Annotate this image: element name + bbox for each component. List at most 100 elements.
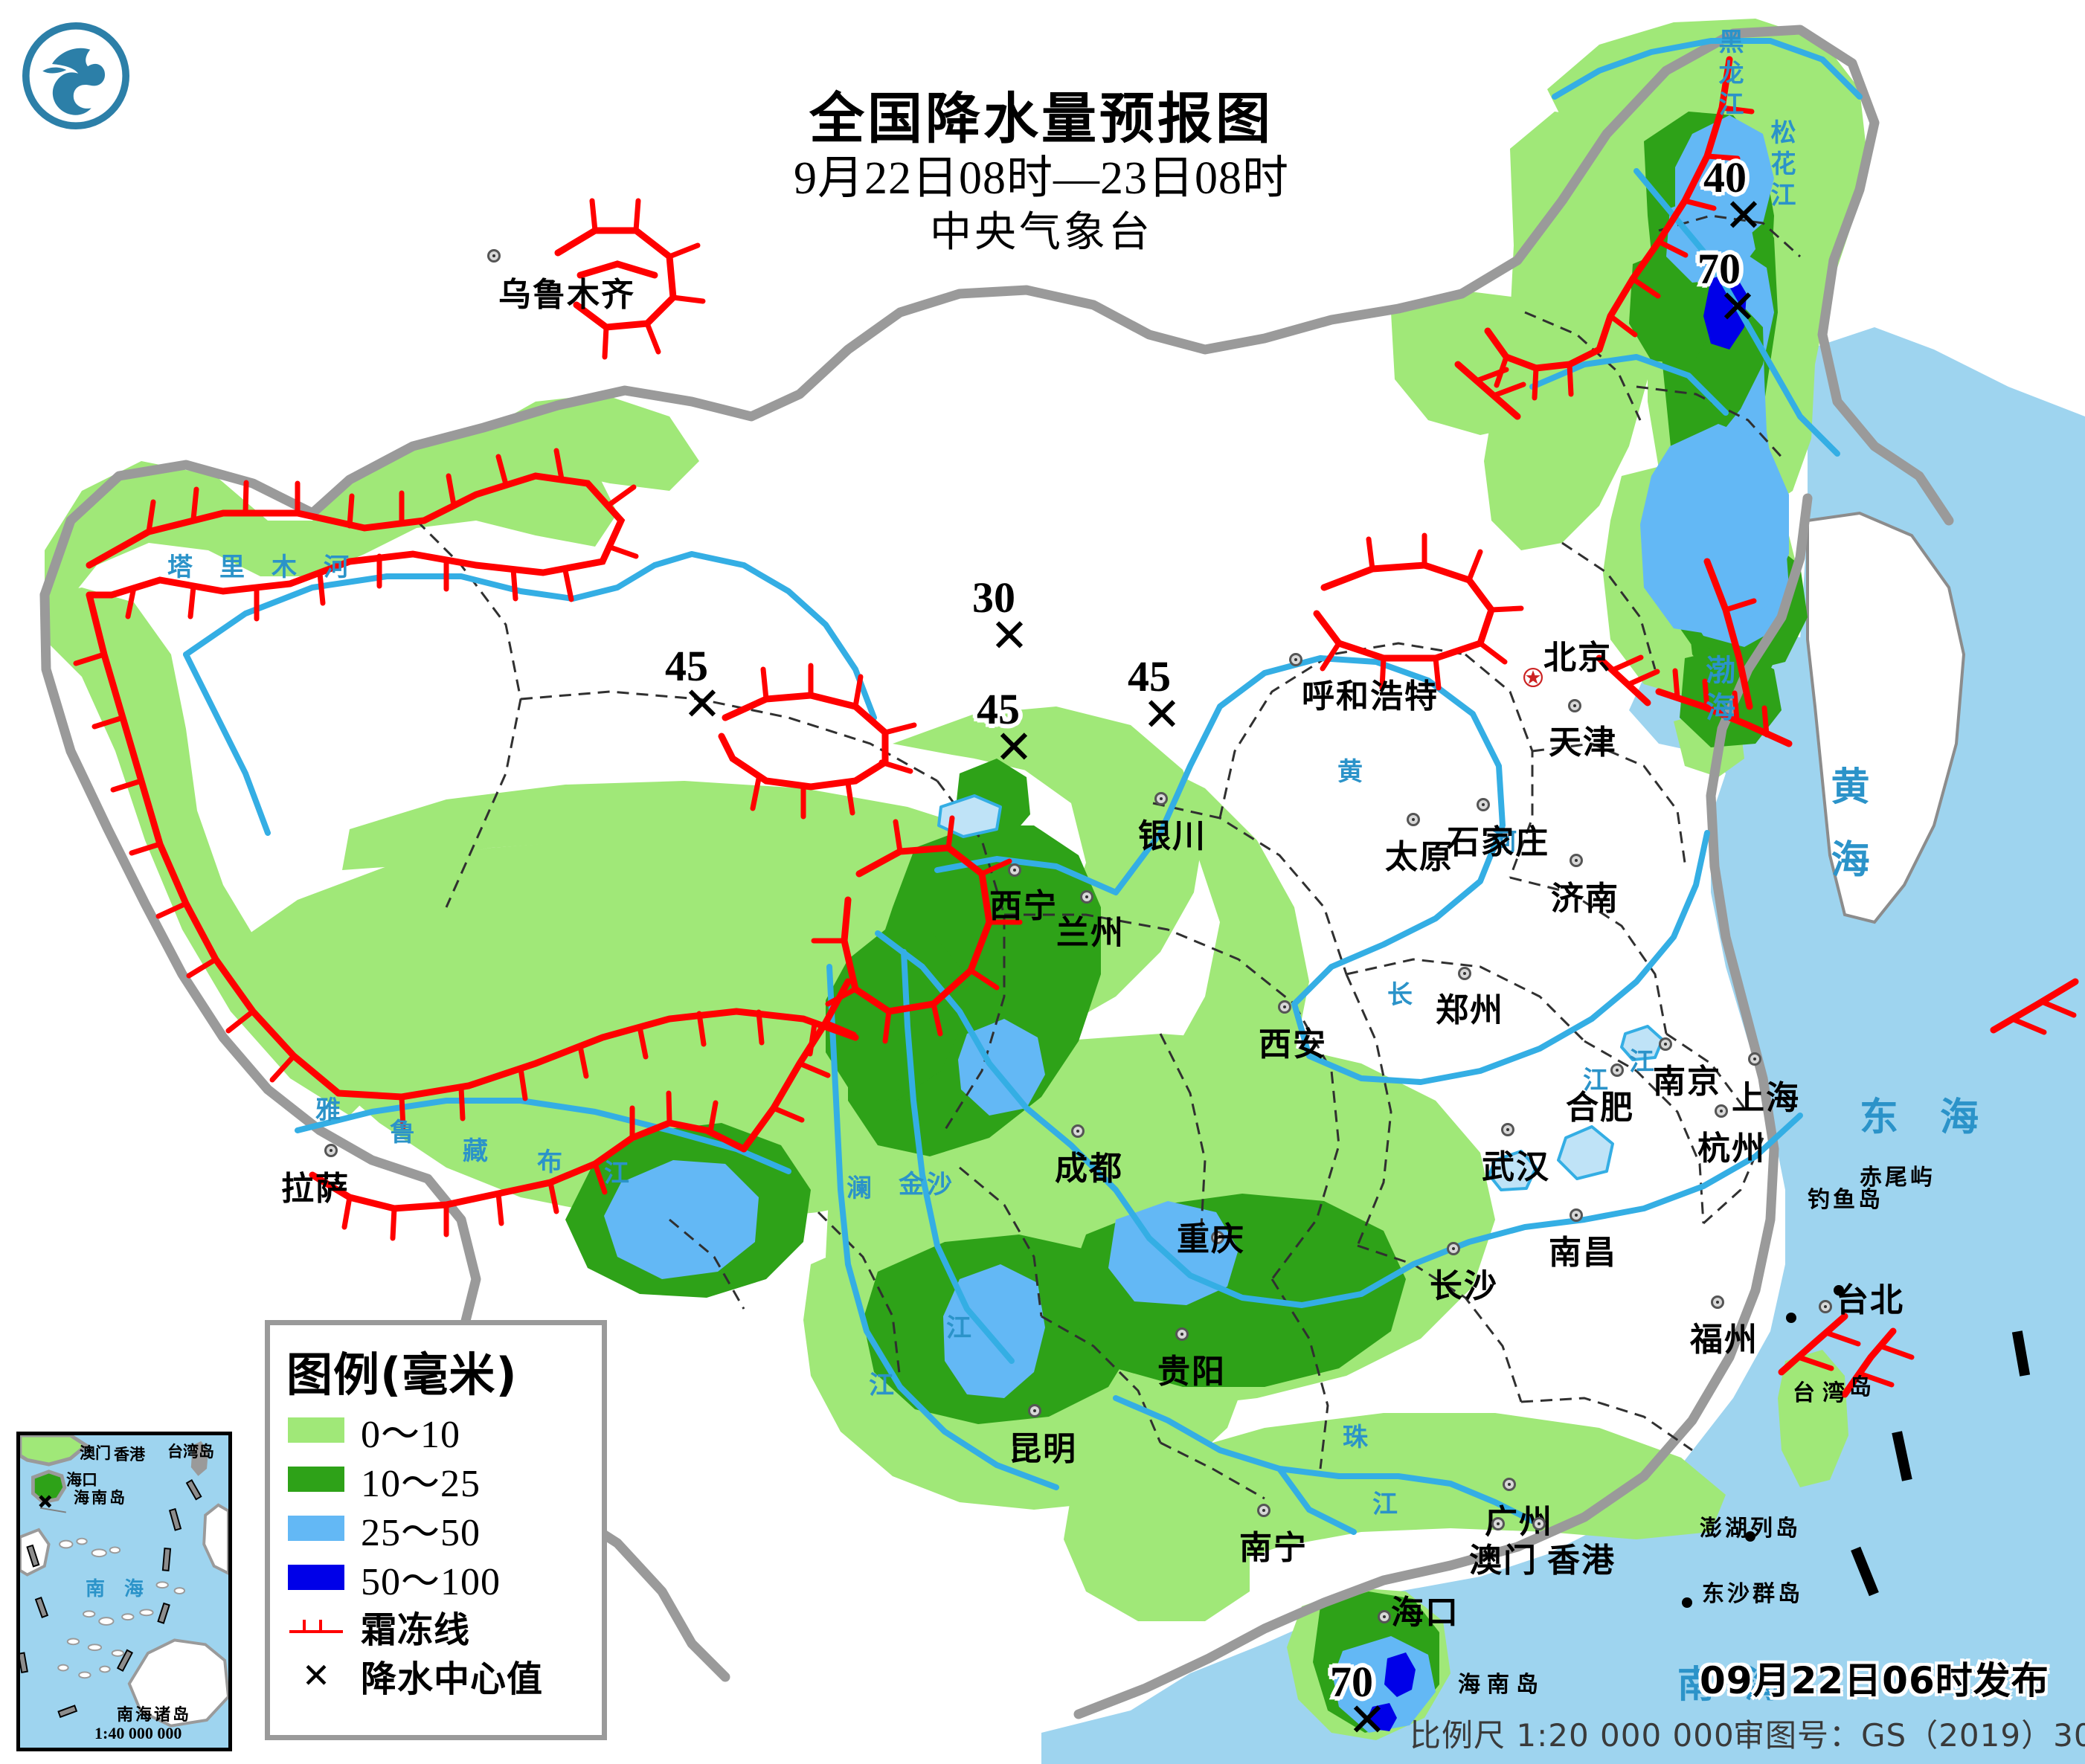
legend-label-precip-center: 降水中心值: [361, 1658, 544, 1700]
legend-row-precip-center: ✕ 降水中心值: [288, 1651, 602, 1700]
precip-center-heilongjiang: 40 ✕: [1700, 150, 1763, 239]
island-label-dongsha: 东沙群岛: [1702, 1581, 1803, 1607]
city-label-yinchuan: 银川: [1138, 817, 1207, 855]
precip-center-value: 45: [1125, 649, 1175, 704]
precip-center-qinghai: 30 ✕: [969, 570, 1029, 659]
city-label-changsha: 长沙: [1430, 1267, 1498, 1305]
river-label-songhua: 松花江: [1766, 119, 1796, 213]
city-label-lanzhou: 兰州: [1056, 914, 1125, 952]
city-dot-macau: [1491, 1517, 1505, 1530]
map-title: 全国降水量预报图: [809, 89, 1273, 150]
legend-label-frost-line: 霜冻线: [361, 1609, 471, 1651]
legend-label-0-10: 0～10: [361, 1413, 461, 1456]
legend-swatch-50-100: [288, 1565, 344, 1590]
city-label-taiyuan: 太原: [1385, 838, 1453, 876]
city-label-shijiazhuang: 石家庄: [1447, 823, 1549, 861]
city-label-nanchang: 南昌: [1549, 1234, 1617, 1272]
precip-center-x-icon: ✕: [1143, 687, 1181, 741]
precip-center-value: 70: [1327, 1655, 1377, 1710]
city-label-zhengzhou: 郑州: [1436, 991, 1504, 1029]
precip-center-x-icon: ✕: [1724, 188, 1763, 242]
city-label-hohhot: 呼和浩特: [1302, 677, 1439, 715]
inset-label-south-china-sea: 南海: [86, 1578, 164, 1600]
city-dot-yinchuan: [1154, 792, 1168, 805]
legend-row-0-10: 0～10: [288, 1406, 602, 1456]
city-dot-changsha: [1447, 1242, 1460, 1255]
map-scale: 比例尺 1:20 000 000: [1410, 1717, 1735, 1754]
legend-swatch-10-25: [288, 1467, 344, 1492]
city-label-hangzhou: 杭州: [1697, 1130, 1766, 1168]
river-label-jinsha: 金沙: [899, 1170, 955, 1200]
legend-swatch-0-10: [288, 1417, 344, 1443]
river-label-yarlung-3: 藏: [463, 1136, 491, 1166]
approval-number: 审图号：GS（2019）3082号: [1733, 1717, 2085, 1754]
city-label-tianjin: 天津: [1549, 724, 1617, 762]
city-dot-xining: [1008, 863, 1021, 877]
frost-line-icon: [289, 1620, 343, 1633]
city-dot-shijiazhuang: [1477, 798, 1490, 811]
south-china-sea-inset: 澳门 香港 台湾岛 海口 海南岛 南海 南海诸岛 1:40 000 000: [16, 1432, 232, 1751]
river-label-yellow-2: 河: [1491, 828, 1520, 857]
city-dot-guiyang: [1175, 1327, 1189, 1341]
city-dot-fuzhou: [1711, 1295, 1724, 1309]
city-dot-zhengzhou: [1458, 967, 1471, 980]
city-label-xian: 西安: [1259, 1026, 1327, 1063]
city-dot-chongqing: [1211, 1231, 1224, 1244]
city-label-guiyang: 贵阳: [1157, 1353, 1226, 1391]
city-dot-chengdu: [1071, 1124, 1085, 1138]
capital-star-beijing: [1523, 668, 1543, 687]
city-dot-nanning: [1257, 1504, 1270, 1517]
city-label-hefei: 合肥: [1566, 1089, 1634, 1127]
issue-time: 09月22日06时发布: [1700, 1659, 2049, 1702]
precip-center-value: 45: [974, 682, 1024, 737]
legend-swatch-25-50: [288, 1516, 344, 1541]
precip-center-value: 45: [662, 639, 712, 694]
city-label-macau: 澳门: [1469, 1542, 1538, 1580]
inset-graphics: [20, 1435, 228, 1728]
city-dot-jinan: [1570, 854, 1583, 867]
forecast-period: 9月22日08时—23日08时: [793, 152, 1289, 204]
river-label-yarlung-5: 江: [604, 1159, 632, 1188]
river-label-jinsha-2: 江: [946, 1313, 974, 1343]
city-dot-taipei: [1819, 1300, 1832, 1313]
cma-dragon-logo: [22, 22, 129, 129]
precip-band-25-50: [604, 115, 1789, 1733]
river-label-tarim: 塔里木河: [167, 553, 376, 582]
island-label-penghu: 澎湖列岛: [1700, 1516, 1801, 1542]
river-label-heilongjiang: 黑龙江: [1714, 28, 1744, 122]
precip-band-50-100: [1367, 271, 1747, 1731]
city-label-fuzhou: 福州: [1690, 1321, 1758, 1359]
legend-title: 图例(毫米): [286, 1348, 518, 1402]
city-label-urumqi: 乌鲁木齐: [498, 276, 635, 314]
river-label-yangtze-2: 江: [1583, 1066, 1611, 1095]
city-dot-xian: [1278, 1000, 1291, 1014]
river-label-pearl-2: 江: [1372, 1490, 1401, 1519]
legend-row-frost-line: 霜冻线: [288, 1602, 602, 1651]
city-dot-guangzhou: [1503, 1478, 1516, 1491]
precip-center-x-icon: ✕: [1348, 1693, 1387, 1747]
rivers: [183, 38, 1863, 1535]
city-dot-haikou: [1378, 1610, 1391, 1623]
sea-label-yellow: 黄海: [1824, 766, 1869, 912]
sea-label-south-china: 南海: [1677, 1663, 1811, 1706]
city-label-kunming: 昆明: [1009, 1430, 1077, 1468]
river-label-yellow-1: 黄: [1337, 757, 1366, 787]
city-label-xining: 西宁: [989, 887, 1058, 925]
city-label-shanghai: 上海: [1732, 1079, 1800, 1117]
legend-label-10-25: 10～25: [361, 1462, 481, 1505]
legend-label-25-50: 25～50: [361, 1511, 481, 1554]
city-label-nanjing: 南京: [1653, 1063, 1721, 1101]
city-label-jinan: 济南: [1551, 880, 1619, 918]
inset-title: 南海诸岛: [117, 1706, 192, 1725]
city-label-chongqing: 重庆: [1177, 1220, 1245, 1258]
island-label-hainan: 海南岛: [1458, 1672, 1545, 1698]
sea-label-bohai: 渤海: [1700, 654, 1735, 729]
island-label-taiwan: 台湾: [1793, 1380, 1852, 1406]
precip-center-tibet: 45 ✕: [662, 639, 722, 727]
inset-label-hainan-island: 海南岛: [74, 1489, 127, 1507]
city-label-wuhan: 武汉: [1482, 1148, 1550, 1186]
island-label-taiwan-dao: 岛: [1849, 1374, 1874, 1400]
city-label-haikou: 海口: [1391, 1594, 1459, 1632]
